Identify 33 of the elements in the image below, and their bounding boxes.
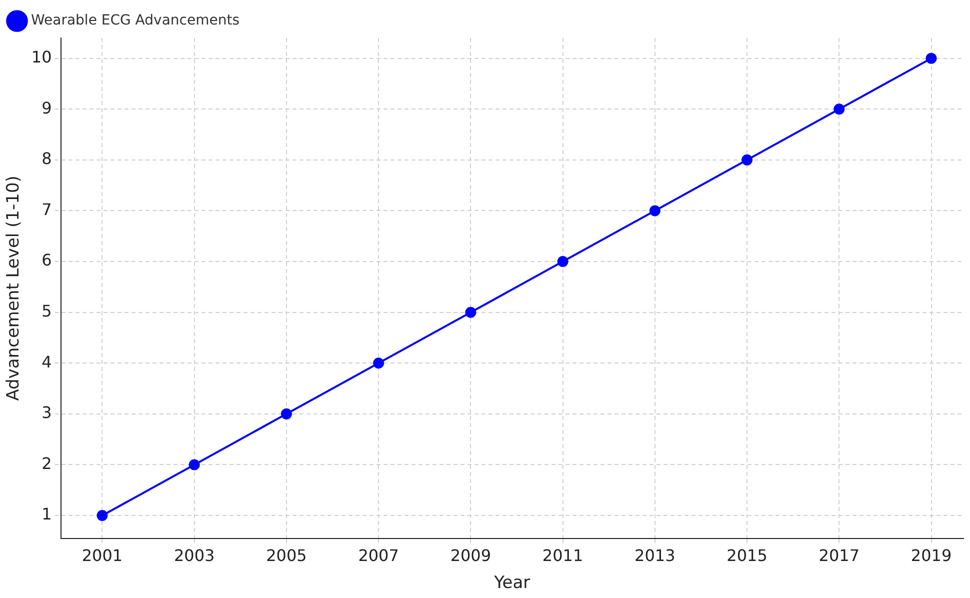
- point: [926, 52, 937, 64]
- x-tick-label: 2009: [450, 546, 492, 566]
- x-tick-label: 2005: [266, 546, 307, 566]
- y-tick-label: 8: [42, 149, 52, 168]
- point: [373, 358, 384, 369]
- y-axis-title: Advancement Level (1-10): [4, 176, 24, 401]
- point: [280, 408, 292, 420]
- y-tick-label: 7: [42, 200, 52, 219]
- point: [557, 256, 568, 268]
- legend-label: Wearable ECG Advancements: [31, 12, 240, 29]
- y-tick-label: 10: [31, 47, 52, 66]
- x-tick-label: 2007: [358, 546, 399, 566]
- x-tick-label: 2001: [82, 546, 123, 566]
- y-tick-label: 5: [42, 301, 52, 320]
- x-tick-label: 2015: [726, 546, 768, 566]
- x-tick-label: 2013: [634, 546, 676, 566]
- point: [742, 154, 753, 166]
- point: [465, 306, 476, 318]
- x-axis-title: Year: [493, 573, 530, 594]
- y-tick-label: 2: [42, 454, 52, 473]
- y-tick-label: 9: [42, 98, 52, 118]
- x-tick-label: 2011: [542, 546, 584, 566]
- y-tick-label: 3: [42, 403, 52, 422]
- x-tick-label: 2019: [910, 546, 952, 566]
- point: [188, 459, 200, 470]
- point: [96, 510, 108, 522]
- y-tick-label: 4: [42, 352, 52, 372]
- point: [649, 205, 660, 216]
- y-tick-label: 6: [42, 250, 52, 270]
- x-tick-label: 2017: [818, 546, 860, 566]
- y-tick-label: 1: [42, 504, 52, 524]
- point: [834, 104, 845, 115]
- x-tick-label: 2003: [174, 546, 215, 566]
